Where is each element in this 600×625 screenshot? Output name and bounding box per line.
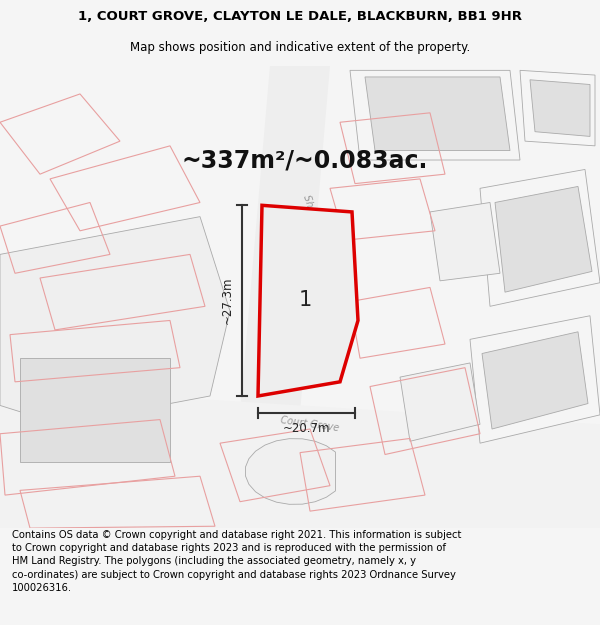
Polygon shape [245, 439, 335, 504]
Polygon shape [470, 316, 600, 443]
Polygon shape [365, 77, 510, 151]
Text: Map shows position and indicative extent of the property.: Map shows position and indicative extent… [130, 41, 470, 54]
Polygon shape [0, 386, 600, 528]
Text: 1, COURT GROVE, CLAYTON LE DALE, BLACKBURN, BB1 9HR: 1, COURT GROVE, CLAYTON LE DALE, BLACKBU… [78, 10, 522, 23]
Text: Show Court: Show Court [302, 193, 328, 249]
Text: ~20.7m: ~20.7m [283, 422, 330, 436]
Polygon shape [520, 71, 595, 146]
Polygon shape [430, 202, 500, 281]
Text: 1: 1 [298, 290, 311, 310]
Polygon shape [350, 71, 520, 160]
Text: Court Grove: Court Grove [280, 415, 340, 433]
Text: ~27.3m: ~27.3m [221, 277, 234, 324]
Polygon shape [20, 358, 170, 462]
Polygon shape [230, 66, 330, 528]
Polygon shape [258, 206, 358, 396]
Text: Contains OS data © Crown copyright and database right 2021. This information is : Contains OS data © Crown copyright and d… [12, 530, 461, 593]
Polygon shape [400, 363, 480, 441]
Polygon shape [495, 186, 592, 292]
Polygon shape [530, 80, 590, 136]
Polygon shape [482, 332, 588, 429]
Polygon shape [0, 217, 230, 424]
Text: ~337m²/~0.083ac.: ~337m²/~0.083ac. [182, 148, 428, 172]
Polygon shape [480, 169, 600, 306]
